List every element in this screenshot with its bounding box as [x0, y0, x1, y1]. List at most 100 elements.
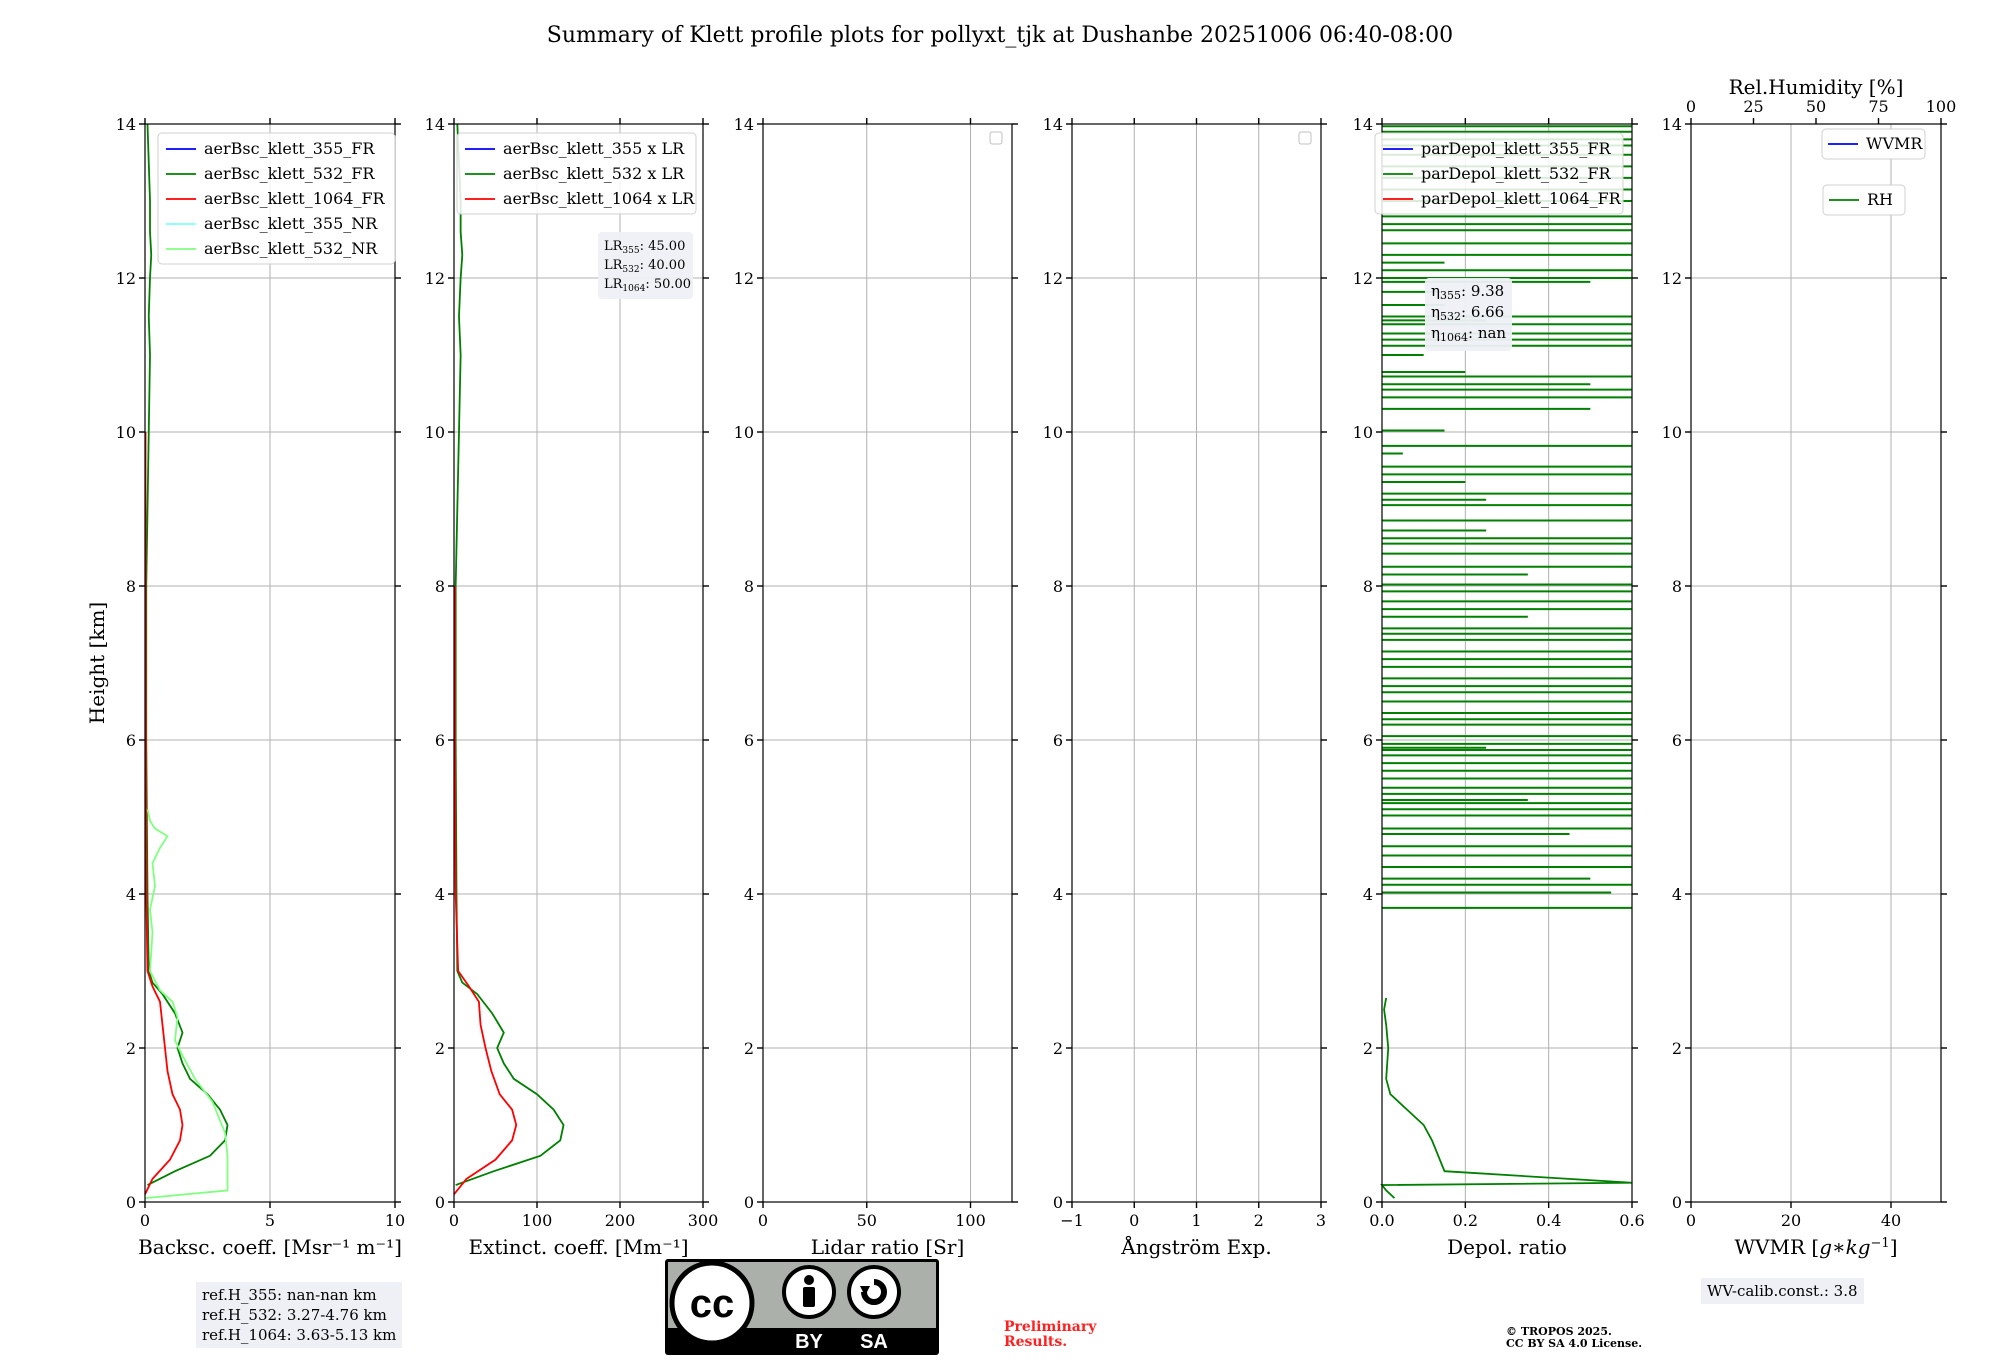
top-xtick-label: 0 — [1686, 97, 1696, 116]
wv-calibration-box: WV-calib.const.: 3.8 — [1701, 1278, 1864, 1304]
ref-height-1064: ref.H_1064: 3.63-5.13 km — [202, 1326, 397, 1344]
axes-frame — [1690, 123, 1942, 1203]
xtick-label: 200 — [605, 1211, 636, 1230]
ytick-label: 10 — [116, 423, 136, 442]
xtick-label: 0 — [1686, 1211, 1696, 1230]
legend-entry: parDepol_klett_1064_FR — [1421, 189, 1622, 208]
xlabel: Extinct. coeff. [Mm⁻¹] — [468, 1235, 688, 1259]
top-xtick-label: 25 — [1743, 97, 1763, 116]
legend-box — [1374, 132, 1624, 215]
ytick-label: 8 — [744, 577, 754, 596]
annotation-sub: 532 — [622, 265, 639, 275]
annotation-value: : 9.38 — [1461, 282, 1504, 300]
panel-depol: 0.0 0.2 0.4 0.6 0 2 4 6 8 10 12 14 Depol. ratio parDe… — [1353, 115, 1645, 1259]
xtick-label: 20 — [1781, 1211, 1801, 1230]
ytick-label: 4 — [1053, 885, 1063, 904]
xtick-label: 0.6 — [1619, 1211, 1644, 1230]
ytick-label: 0 — [126, 1193, 136, 1212]
legend-entry: aerBsc_klett_532_FR — [204, 164, 375, 183]
ytick-label: 4 — [435, 885, 445, 904]
ytick-label: 14 — [734, 115, 754, 134]
xtick-label: 3 — [1316, 1211, 1326, 1230]
ytick-label: 12 — [1043, 269, 1063, 288]
xlabel-part: ] — [1890, 1235, 1898, 1259]
ytick-label: 14 — [1043, 115, 1063, 134]
panel-lr: 0 50 100 0 2 4 6 8 10 12 14 Lidar ratio [Sr] — [734, 115, 1018, 1259]
cc-text: cc — [690, 1282, 735, 1326]
ytick-label: 10 — [1662, 423, 1682, 442]
annotation-base: η — [1431, 303, 1440, 321]
ytick-label: 6 — [1363, 731, 1373, 750]
ytick-label: 10 — [1353, 423, 1373, 442]
series-line-aerBsc_klett_532_FR — [145, 123, 229, 1186]
annotation-sub: 1064 — [1440, 331, 1468, 344]
panel-bsc: 0 5 10 0 2 4 6 8 10 12 14 Backsc. coeff. [Msr⁻¹ m⁻¹… — [85, 115, 405, 1259]
legend-box — [1822, 184, 1906, 216]
ytick-label: 14 — [1662, 115, 1682, 134]
ytick-label: 0 — [435, 1193, 445, 1212]
ytick-label: 12 — [1353, 269, 1373, 288]
annotation-value: : 40.00 — [640, 258, 686, 273]
preliminary-line2: Results. — [1004, 1334, 1068, 1350]
annotation-line: η355: 9.38 — [1431, 282, 1504, 302]
xtick-label: 0.4 — [1536, 1211, 1561, 1230]
legend-entry: WVMR — [1866, 134, 1923, 153]
ytick-label: 14 — [1353, 115, 1373, 134]
ytick-label: 0 — [1053, 1193, 1063, 1212]
legend-entry: parDepol_klett_532_FR — [1421, 164, 1612, 183]
annotation-base: η — [1431, 282, 1440, 300]
reference-height-box: ref.H_355: nan-nan km ref.H_532: 3.27-4.… — [196, 1282, 403, 1348]
ytick-label: 2 — [1672, 1039, 1682, 1058]
ytick-label: 10 — [734, 423, 754, 442]
xlabel-part: kg — [1846, 1235, 1871, 1259]
xtick-label: 300 — [688, 1211, 719, 1230]
ytick-label: 2 — [126, 1039, 136, 1058]
ytick-label: 2 — [1053, 1039, 1063, 1058]
legend-entry: aerBsc_klett_532 x LR — [503, 164, 685, 183]
top-xlabel: Rel.Humidity [%] — [1729, 75, 1904, 99]
legend-entry: aerBsc_klett_355_FR — [204, 139, 375, 158]
axes-frame — [453, 123, 704, 1203]
annotation-value: : nan — [1468, 324, 1506, 342]
xtick-label: 0 — [140, 1211, 150, 1230]
legend-entry: aerBsc_klett_355 x LR — [503, 139, 685, 158]
xtick-label: 0 — [449, 1211, 459, 1230]
ytick-label: 6 — [435, 731, 445, 750]
annotation-box — [1425, 278, 1512, 351]
series-line-aerBsc_klett_1064 x LR — [453, 586, 518, 1195]
ytick-label: 2 — [744, 1039, 754, 1058]
ytick-label: 14 — [116, 115, 136, 134]
ref-height-532: ref.H_532: 3.27-4.76 km — [202, 1306, 387, 1324]
annotation-value: : 6.66 — [1461, 303, 1504, 321]
ytick-label: 12 — [425, 269, 445, 288]
ytick-label: 8 — [1672, 577, 1682, 596]
ytick-label: 10 — [425, 423, 445, 442]
xtick-label: 1 — [1191, 1211, 1201, 1230]
xlabel: WVMR [g∗kg−1] — [1734, 1235, 1897, 1259]
ytick-label: 6 — [1672, 731, 1682, 750]
sa-label: SA — [860, 1331, 888, 1353]
annotation-line: η532: 6.66 — [1431, 303, 1504, 323]
xlabel-part: WVMR [ — [1734, 1235, 1819, 1259]
panel-ext: 0 100 200 300 0 2 4 6 8 10 12 14 Extinct. coeff. [Mm… — [425, 115, 719, 1259]
ytick-label: 12 — [734, 269, 754, 288]
series-line-parDepol_klett_532_FR — [1380, 997, 1633, 1199]
series-line-aerBsc_klett_532 x LR — [454, 123, 565, 1186]
preliminary-note: Preliminary Results. — [1004, 1320, 1096, 1350]
by-label: BY — [795, 1331, 823, 1353]
legend-box — [456, 132, 697, 215]
legend-entry: RH — [1867, 190, 1893, 209]
xlabel: Lidar ratio [Sr] — [811, 1235, 965, 1259]
xtick-label: 100 — [522, 1211, 553, 1230]
empty-legend-box — [1298, 131, 1312, 145]
top-xtick-label: 100 — [1926, 97, 1957, 116]
ytick-label: 10 — [1043, 423, 1063, 442]
legend-entry: aerBsc_klett_1064 x LR — [503, 189, 695, 208]
preliminary-line1: Preliminary — [1004, 1319, 1097, 1335]
annotation-base: LR — [604, 239, 624, 254]
annotation-value: : 50.00 — [645, 277, 691, 292]
empty-legend-box — [989, 131, 1003, 145]
legend-entry: aerBsc_klett_532_NR — [204, 239, 378, 258]
